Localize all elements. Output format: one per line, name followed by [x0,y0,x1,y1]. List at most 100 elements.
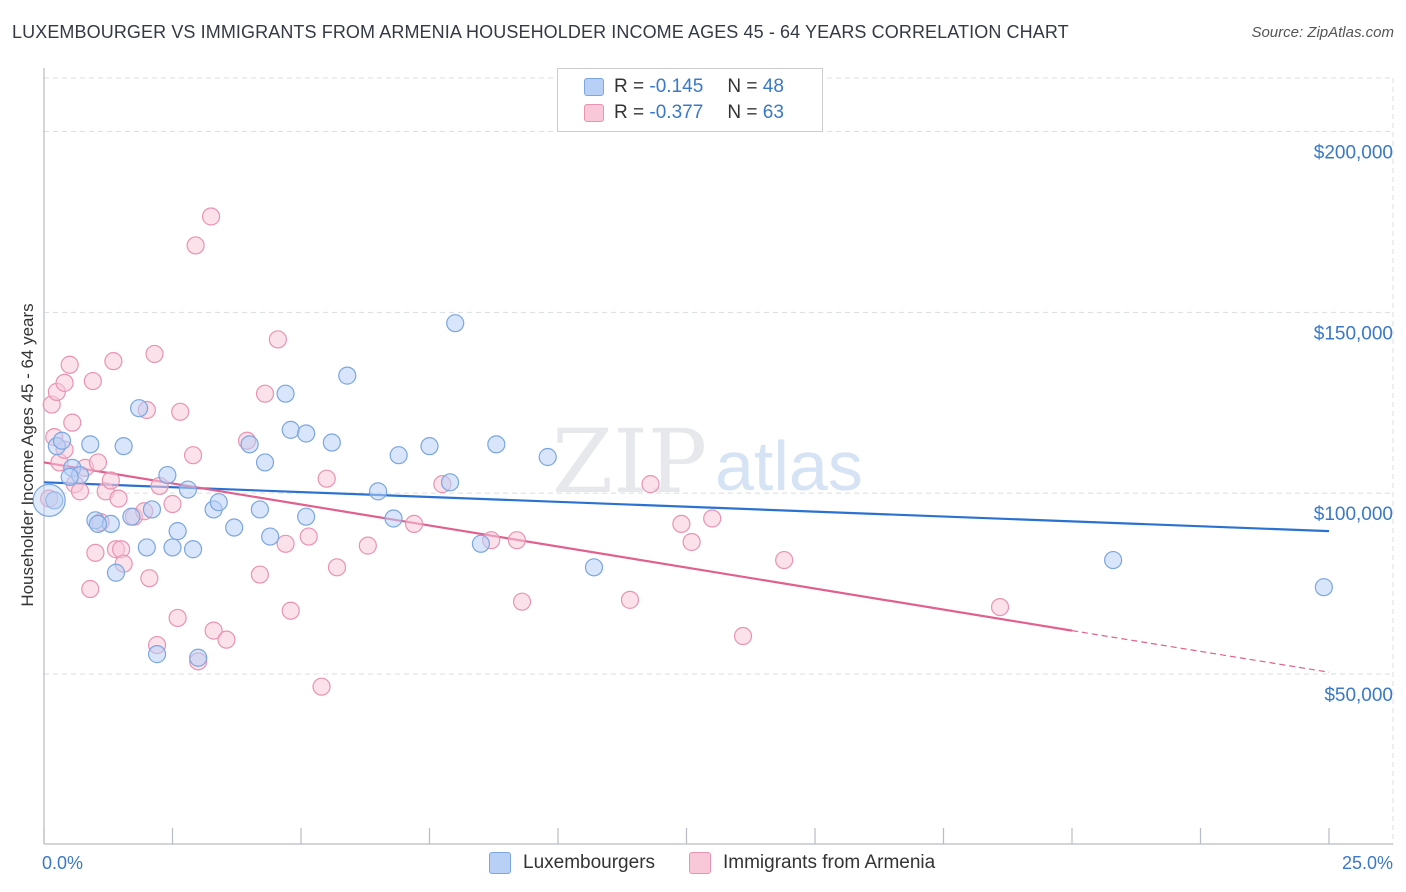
armenia-point [268,330,287,349]
luxembourger-point [168,522,187,541]
axes [43,68,1393,845]
luxembourger-point [487,435,506,454]
luxembourger-point [158,465,177,485]
armenia-point [281,601,300,620]
luxembourger-trend-line [43,481,1330,533]
armenia-point [682,532,701,552]
legend-item-luxembourgers: Luxembourgers [489,852,655,874]
trend-lines [43,461,1330,673]
armenia-point [641,475,660,494]
armenia-point [81,579,100,599]
luxembourger-point [129,399,149,418]
luxembourger-point [209,493,228,512]
source-credit: Source: ZipAtlas.com [1251,24,1394,41]
armenia-point [186,236,205,255]
legend-label-armenia: Immigrants from Armenia [723,852,936,873]
armenia-trend-line-extrapolated [1071,630,1330,673]
legend-swatch-blue [489,852,511,874]
y-tick-label: $50,000 [1324,685,1393,706]
armenia-point [317,469,336,488]
armenia-point [201,207,221,226]
legend-swatch-blue [584,78,604,96]
legend-row-armenia: R = -0.377 N = 63 [584,101,784,125]
correlation-legend: R = -0.145 N = 48 R = -0.377 N = 63 [557,68,823,132]
armenia-point [168,608,187,628]
armenia-point [109,489,128,508]
chart-title: LUXEMBOURGER VS IMMIGRANTS FROM ARMENIA … [12,22,1069,42]
armenia-point [63,413,82,432]
armenia-point [312,677,331,696]
luxembourger-point [420,437,439,456]
luxembourger-point [60,467,79,486]
armenia-point [104,352,123,371]
luxembourger-point [255,453,275,472]
luxembourger-point [276,384,295,403]
armenia-point [276,534,295,553]
legend-r-label: R = [614,102,645,123]
armenia-point [990,597,1010,617]
legend-n-label: N = [727,102,758,123]
armenia-point [171,402,190,421]
armenia-point [358,536,377,555]
luxembourger-points [32,314,1333,667]
y-tick-label: $100,000 [1314,504,1393,525]
grid-lines [44,77,1394,844]
luxembourger-point [261,527,280,546]
watermark-atlas: atlas [715,427,863,505]
armenia-point [775,550,794,570]
luxembourger-point [114,437,133,456]
armenia-point [703,509,722,528]
armenia-point [250,565,269,584]
luxembourger-point [297,507,316,526]
armenia-point [70,482,90,501]
luxembourger-point [122,507,141,526]
legend-n-value: 63 [762,102,784,123]
luxembourger-point [81,435,100,454]
legend-swatch-pink [584,104,604,122]
luxembourger-point [384,509,403,528]
watermark-zip: ZIP [552,410,707,513]
armenia-point [140,569,159,588]
legend-r-value: -0.145 [649,76,704,97]
legend-r-value: -0.377 [649,102,704,123]
luxembourger-point [240,435,259,454]
legend-row-luxembourgers: R = -0.145 N = 48 [584,75,784,99]
luxembourger-point [137,538,156,557]
luxembourger-point [250,500,269,519]
legend-n-value: 48 [762,76,784,97]
armenia-trend-line [43,461,1073,632]
luxembourger-point [45,491,64,510]
legend-swatch-pink [689,852,711,874]
legend-item-armenia: Immigrants from Armenia [689,852,935,874]
armenia-point [299,527,318,546]
y-tick-labels: $50,000 $100,000 $150,000 $200,000 [1314,142,1393,706]
y-axis-label: Householder Income Ages 45 - 64 years [18,303,37,606]
luxembourger-point [297,424,316,443]
armenia-point [163,494,182,514]
legend-r-label: R = [614,76,645,97]
armenia-point [60,355,79,374]
luxembourger-point [88,514,108,534]
luxembourger-point [322,433,341,452]
luxembourger-point [389,446,408,465]
legend-label-luxembourgers: Luxembourgers [523,852,656,873]
armenia-points [40,207,1010,696]
armenia-point [204,621,223,640]
luxembourger-point [1104,550,1123,570]
armenia-point [55,373,74,392]
armenia-point [88,453,108,472]
luxembourger-point [189,648,208,667]
luxembourger-point [225,518,244,537]
armenia-point [217,630,236,649]
armenia-point [733,626,753,646]
y-tick-label: $200,000 [1314,142,1393,163]
armenia-point [145,344,164,364]
armenia-point [672,514,691,534]
luxembourger-point [1314,578,1333,597]
luxembourger-point [584,558,604,577]
armenia-point [620,590,640,609]
series-legend: Luxembourgers Immigrants from Armenia [0,852,1406,878]
luxembourger-point [163,538,182,557]
armenia-point [327,558,347,577]
